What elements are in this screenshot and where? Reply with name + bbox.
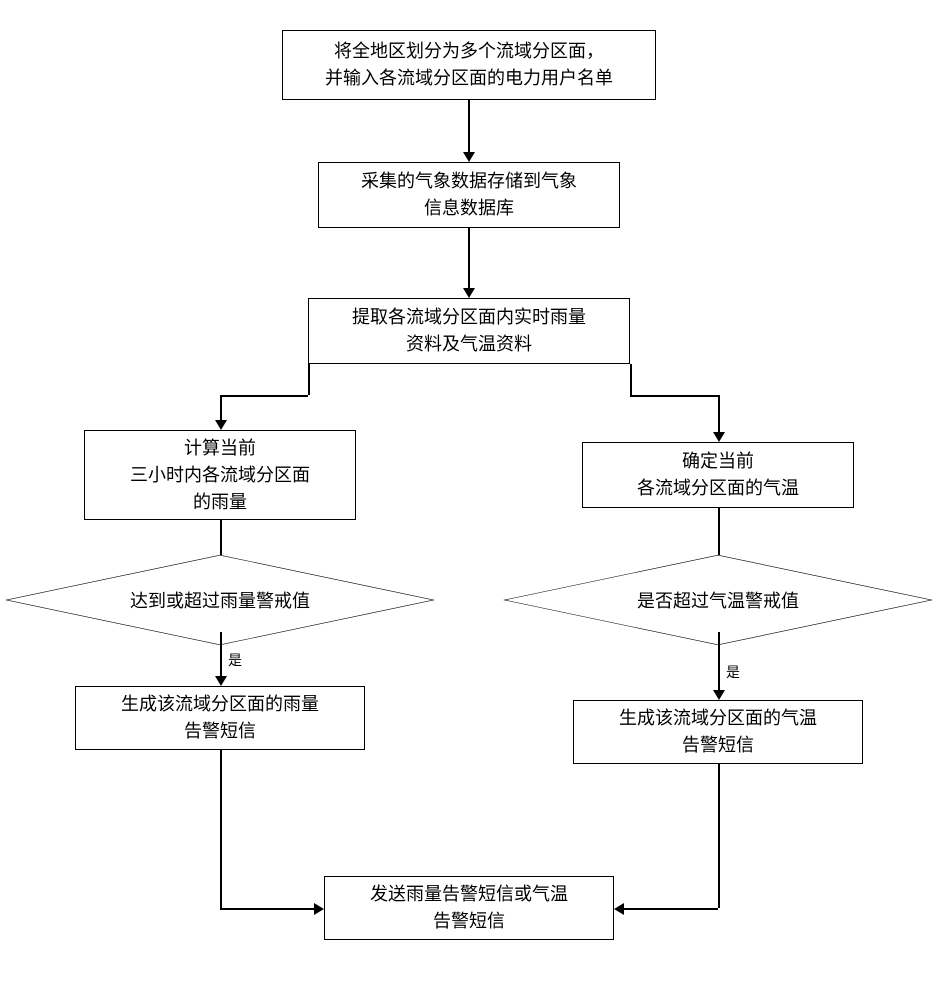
edge <box>308 364 310 395</box>
process-node-7: 生成该流域分区面的气温告警短信 <box>573 700 863 764</box>
arrow-head <box>713 690 725 700</box>
edge <box>718 632 720 690</box>
process-node-8: 发送雨量告警短信或气温告警短信 <box>324 876 614 940</box>
arrow-head <box>463 288 475 298</box>
edge <box>220 750 222 908</box>
node-text: 采集的气象数据存储到气象信息数据库 <box>361 168 577 222</box>
process-node-2: 采集的气象数据存储到气象信息数据库 <box>318 162 620 228</box>
arrow-head <box>463 152 475 162</box>
node-text: 计算当前三小时内各流域分区面的雨量 <box>130 435 310 516</box>
decision-node-2: 是否超过气温警戒值 <box>568 568 868 632</box>
decision-node-1: 达到或超过雨量警戒值 <box>70 568 370 632</box>
edge <box>718 764 720 908</box>
node-text: 发送雨量告警短信或气温告警短信 <box>370 881 568 935</box>
node-text: 提取各流域分区面内实时雨量资料及气温资料 <box>352 304 586 358</box>
process-node-3: 提取各流域分区面内实时雨量资料及气温资料 <box>308 298 630 364</box>
process-node-4: 计算当前三小时内各流域分区面的雨量 <box>84 430 356 520</box>
node-text: 是否超过气温警戒值 <box>637 587 799 613</box>
edge-label-yes-2: 是 <box>726 662 740 682</box>
flowchart-container: 将全地区划分为多个流域分区面，并输入各流域分区面的电力用户名单 采集的气象数据存… <box>0 0 938 1000</box>
arrow-head <box>713 432 725 442</box>
process-node-5: 确定当前各流域分区面的气温 <box>582 442 854 508</box>
node-text: 生成该流域分区面的气温告警短信 <box>619 705 817 759</box>
edge <box>624 908 718 910</box>
process-node-1: 将全地区划分为多个流域分区面，并输入各流域分区面的电力用户名单 <box>282 30 656 100</box>
edge <box>718 395 720 432</box>
arrow-head <box>614 903 624 915</box>
edge <box>630 395 718 397</box>
node-text: 生成该流域分区面的雨量告警短信 <box>121 691 319 745</box>
edge <box>468 228 470 288</box>
edge-label-yes-1: 是 <box>228 650 242 670</box>
arrow-head <box>215 676 227 686</box>
node-text: 将全地区划分为多个流域分区面，并输入各流域分区面的电力用户名单 <box>325 38 613 92</box>
edge <box>220 395 308 397</box>
edge <box>630 364 632 395</box>
edge <box>220 395 222 420</box>
edge <box>220 908 314 910</box>
edge <box>220 632 222 676</box>
arrow-head <box>215 420 227 430</box>
arrow-head <box>314 903 324 915</box>
node-text: 达到或超过雨量警戒值 <box>130 587 310 613</box>
process-node-6: 生成该流域分区面的雨量告警短信 <box>75 686 365 750</box>
edge <box>468 100 470 152</box>
node-text: 确定当前各流域分区面的气温 <box>637 448 799 502</box>
